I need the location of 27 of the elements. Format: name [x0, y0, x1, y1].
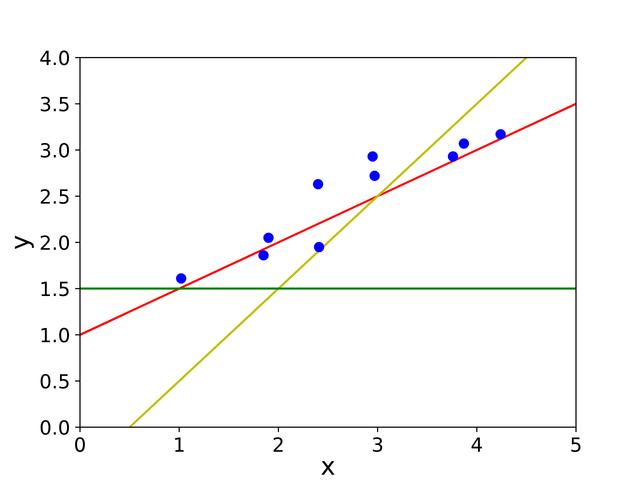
point — [258, 250, 269, 261]
point — [448, 151, 458, 162]
point — [367, 151, 378, 162]
y-tick-label: 2.5 — [40, 189, 69, 204]
point — [263, 232, 274, 243]
y-tick-label: 2.0 — [40, 235, 69, 250]
x-tick-label: 1 — [175, 438, 184, 452]
x-tick-label: 5 — [571, 438, 580, 452]
point — [369, 170, 380, 182]
point — [176, 273, 186, 284]
x-axis-title: x — [321, 461, 335, 475]
point — [312, 178, 324, 190]
point — [495, 129, 506, 140]
x-tick-label: 4 — [472, 438, 482, 452]
y-tick-label: 0.5 — [40, 374, 69, 389]
y-tick-label: 1.0 — [41, 328, 69, 342]
point — [458, 138, 470, 149]
y-tick-label: 1.5 — [41, 282, 69, 296]
point — [314, 242, 324, 252]
y-axis-title: y — [14, 236, 34, 250]
y-tick-label: 4.0 — [40, 50, 69, 66]
x-tick-label: 0 — [75, 437, 85, 452]
y-tick-label: 3.0 — [40, 142, 69, 158]
x-tick-label: 3 — [372, 437, 382, 452]
y-tick-label: 0.0 — [40, 420, 69, 435]
x-tick-label: 2 — [274, 437, 283, 452]
y-tick-label: 3.5 — [40, 96, 69, 112]
